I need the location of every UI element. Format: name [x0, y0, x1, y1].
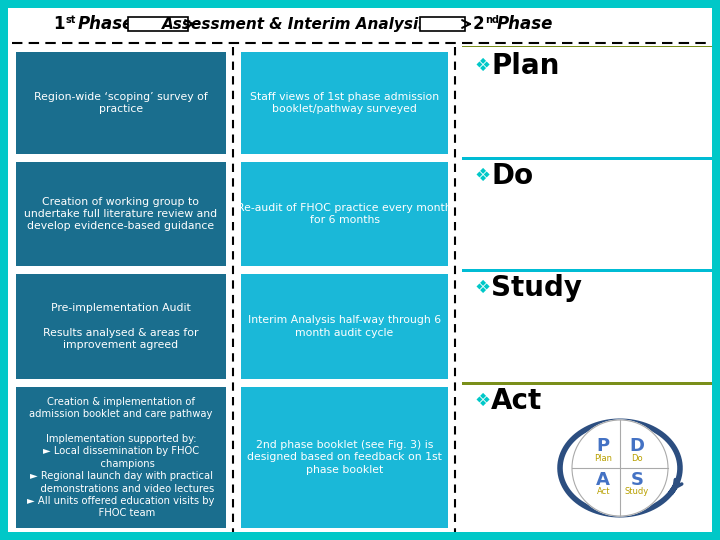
Text: Region-wide ‘scoping’ survey of
practice: Region-wide ‘scoping’ survey of practice: [34, 92, 208, 114]
Bar: [420, 17, 465, 31]
Polygon shape: [331, 271, 358, 273]
Text: 1: 1: [53, 15, 65, 33]
Bar: [241, 274, 448, 379]
Text: Phase: Phase: [497, 15, 554, 33]
Text: Study: Study: [625, 487, 649, 496]
Bar: [114, 267, 128, 271]
Polygon shape: [108, 158, 134, 161]
Bar: [338, 267, 351, 271]
Bar: [462, 382, 712, 385]
Bar: [16, 387, 226, 528]
Bar: [462, 269, 712, 272]
Polygon shape: [331, 158, 358, 161]
Text: Act: Act: [596, 487, 610, 496]
Text: Creation & implementation of
admission booklet and care pathway

Implementation : Creation & implementation of admission b…: [27, 397, 215, 518]
Text: D: D: [629, 437, 644, 455]
Text: Phase: Phase: [78, 15, 135, 33]
Text: P: P: [597, 437, 610, 455]
Text: A: A: [596, 471, 610, 489]
Bar: [462, 382, 712, 385]
Text: 2nd phase booklet (see Fig. 3) is
designed based on feedback on 1st
phase bookle: 2nd phase booklet (see Fig. 3) is design…: [247, 440, 442, 475]
Bar: [114, 380, 128, 383]
Bar: [114, 155, 128, 158]
Text: st: st: [66, 15, 76, 25]
Text: Pre-implementation Audit

Results analysed & areas for
improvement agreed: Pre-implementation Audit Results analyse…: [43, 303, 199, 350]
Text: ❖: ❖: [474, 279, 490, 297]
Text: Assessment & Interim Analysis: Assessment & Interim Analysis: [162, 17, 428, 31]
Bar: [241, 387, 448, 528]
Polygon shape: [108, 383, 134, 386]
Text: Study: Study: [491, 274, 582, 302]
Text: Act: Act: [491, 387, 542, 415]
Circle shape: [572, 420, 668, 516]
Text: Plan: Plan: [594, 454, 612, 463]
Text: Do: Do: [491, 162, 533, 190]
Bar: [462, 157, 712, 160]
Bar: [16, 52, 226, 154]
Text: Staff views of 1st phase admission
booklet/pathway surveyed: Staff views of 1st phase admission bookl…: [250, 92, 439, 114]
Text: ❖: ❖: [474, 392, 490, 410]
Polygon shape: [331, 383, 358, 386]
Polygon shape: [108, 271, 134, 273]
Text: Interim Analysis half-way through 6
month audit cycle: Interim Analysis half-way through 6 mont…: [248, 315, 441, 338]
Bar: [241, 162, 448, 266]
Text: Plan: Plan: [491, 52, 559, 80]
Text: ❖: ❖: [474, 167, 490, 185]
Bar: [128, 17, 188, 31]
Text: Creation of working group to
undertake full literature review and
develop eviden: Creation of working group to undertake f…: [24, 197, 217, 232]
Text: ❖: ❖: [474, 57, 490, 75]
Bar: [8, 8, 712, 46]
Text: S: S: [630, 471, 643, 489]
Bar: [241, 52, 448, 154]
Bar: [16, 274, 226, 379]
Bar: [462, 42, 712, 47]
Bar: [16, 162, 226, 266]
Text: Do: Do: [631, 454, 643, 463]
Text: nd: nd: [485, 15, 499, 25]
Text: Re-audit of FHOC practice every month
for 6 months: Re-audit of FHOC practice every month fo…: [237, 203, 452, 225]
Bar: [338, 380, 351, 383]
Bar: [338, 155, 351, 158]
Text: 2: 2: [472, 15, 484, 33]
